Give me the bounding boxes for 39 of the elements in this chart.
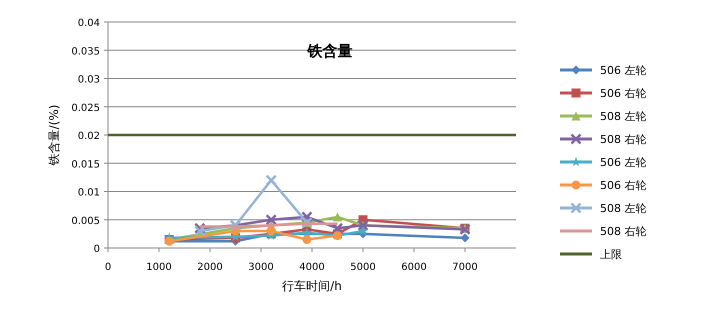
y-tick-label: 0 — [94, 244, 100, 255]
y-tick-label: 0.005 — [71, 216, 100, 227]
point — [333, 212, 342, 222]
text: 铁含量 — [306, 42, 352, 60]
y-tick-label: 0.035 — [71, 46, 100, 58]
legend-label: 508 左轮 — [600, 110, 646, 123]
legend-label: 508 右轮 — [600, 225, 646, 238]
point — [459, 224, 471, 236]
x-tick-label: 6000 — [401, 262, 427, 273]
y-tick-label: 0.01 — [78, 188, 100, 198]
y-tick-label: 0.04 — [78, 18, 100, 29]
x-tick-label: 5000 — [350, 262, 376, 273]
legend-label: 508 左轮 — [600, 202, 646, 215]
y-tick-label: 0.03 — [78, 74, 100, 86]
legend-label: 上限 — [600, 248, 622, 261]
point — [302, 235, 312, 244]
y-tick-label: 0.015 — [71, 159, 100, 170]
point — [266, 226, 276, 236]
y-tick-label: 0.025 — [71, 102, 100, 114]
legend-label: 506 右轮 — [600, 179, 646, 192]
x-tick-label: 2000 — [197, 262, 223, 273]
point — [265, 214, 277, 226]
x-tick-label: 0 — [104, 262, 112, 273]
point — [332, 222, 344, 234]
y-tick-label: 0.02 — [78, 131, 100, 142]
x-tick-label: 4000 — [299, 262, 325, 273]
point — [265, 174, 277, 186]
point — [460, 233, 470, 242]
point — [302, 227, 312, 238]
x-tick-label: 1000 — [146, 262, 172, 273]
legend-label: 506 右轮 — [600, 87, 646, 100]
x-tick-label: 7000 — [452, 262, 478, 273]
y-axis-title: 铁含量/(%) — [47, 104, 61, 166]
legend-label: 508 右轮 — [600, 133, 646, 146]
legend-label: 506 左轮 — [600, 156, 646, 169]
legend-label: 506 左轮 — [600, 64, 646, 77]
x-tick-label: 3000 — [248, 262, 274, 273]
x-axis-title: 行车时间/h — [282, 279, 342, 293]
point — [358, 226, 368, 236]
